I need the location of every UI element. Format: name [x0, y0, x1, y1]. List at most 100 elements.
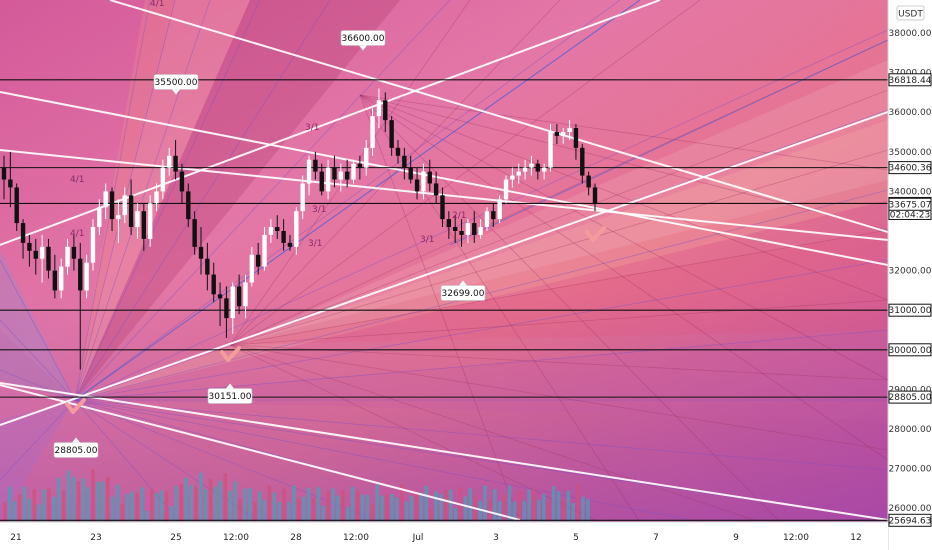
- candle-body[interactable]: [52, 270, 58, 291]
- price-level-tag[interactable]: 31000.00: [888, 303, 932, 317]
- candle-body[interactable]: [452, 227, 458, 231]
- price-level-tag[interactable]: 36818.44: [888, 73, 932, 87]
- candle-body[interactable]: [332, 167, 337, 180]
- candle-body[interactable]: [198, 246, 204, 259]
- candle-body[interactable]: [78, 258, 83, 291]
- candle-body[interactable]: [592, 187, 598, 204]
- candle-body[interactable]: [421, 171, 426, 192]
- price-level-tag[interactable]: 30000.00: [888, 343, 932, 357]
- candle-body[interactable]: [287, 242, 293, 247]
- candle-body[interactable]: [84, 262, 89, 291]
- price-callout[interactable]: 30151.00: [207, 383, 253, 404]
- candle-body[interactable]: [529, 163, 534, 168]
- candle-body[interactable]: [103, 191, 108, 208]
- price-callout[interactable]: 36600.00: [340, 30, 386, 51]
- candle-body[interactable]: [554, 132, 560, 136]
- candle-body[interactable]: [141, 211, 147, 239]
- price-level-tag[interactable]: 33675.07: [888, 197, 932, 211]
- candle-body[interactable]: [325, 167, 331, 192]
- candle-body[interactable]: [510, 175, 515, 180]
- candle-body[interactable]: [14, 187, 19, 224]
- candle-body[interactable]: [109, 191, 115, 220]
- candle-body[interactable]: [535, 163, 541, 172]
- candle-body[interactable]: [364, 147, 369, 168]
- time-axis-panel[interactable]: [0, 522, 888, 550]
- candle-body[interactable]: [58, 266, 64, 291]
- candle-body[interactable]: [465, 223, 471, 235]
- candle-body[interactable]: [39, 246, 45, 259]
- candle-body[interactable]: [65, 246, 70, 267]
- candle-body[interactable]: [376, 100, 382, 117]
- candle-body[interactable]: [319, 171, 324, 192]
- candle-body[interactable]: [97, 207, 102, 228]
- trend-line[interactable]: [0, 384, 521, 521]
- trend-line[interactable]: [0, 111, 888, 426]
- candle-body[interactable]: [27, 242, 32, 251]
- trend-line[interactable]: [0, 149, 888, 241]
- candle-body[interactable]: [224, 298, 229, 319]
- candle-body[interactable]: [580, 147, 585, 176]
- candle-body[interactable]: [128, 195, 134, 228]
- candle-body[interactable]: [414, 179, 420, 192]
- candle-body[interactable]: [243, 282, 248, 307]
- price-level-tag[interactable]: 28805.00: [888, 390, 932, 404]
- candle-body[interactable]: [573, 128, 579, 148]
- candle-body[interactable]: [472, 223, 477, 235]
- candle-body[interactable]: [20, 223, 26, 243]
- candle-body[interactable]: [167, 155, 172, 168]
- candle-body[interactable]: [255, 254, 261, 267]
- candle-body[interactable]: [402, 155, 407, 168]
- candle-body[interactable]: [230, 286, 235, 319]
- candle-body[interactable]: [338, 171, 344, 180]
- price-callout[interactable]: 32699.00: [440, 280, 486, 301]
- candle-body[interactable]: [154, 191, 159, 204]
- candle-body[interactable]: [205, 258, 210, 275]
- candle-body[interactable]: [344, 171, 350, 180]
- candle-body[interactable]: [516, 171, 521, 176]
- candle-body[interactable]: [135, 211, 140, 228]
- price-axis-panel[interactable]: [888, 0, 932, 550]
- candle-body[interactable]: [497, 199, 502, 220]
- trend-line[interactable]: [0, 91, 888, 266]
- candle-body[interactable]: [357, 163, 363, 168]
- candle-body[interactable]: [211, 274, 216, 295]
- candle-body[interactable]: [294, 211, 299, 247]
- candle-body[interactable]: [478, 227, 483, 235]
- candle-body[interactable]: [561, 132, 566, 136]
- price-level-tag[interactable]: 34600.36: [888, 161, 932, 175]
- candle-body[interactable]: [351, 163, 356, 180]
- candle-body[interactable]: [522, 167, 528, 172]
- candle-body[interactable]: [275, 227, 280, 231]
- trend-line[interactable]: [0, 382, 888, 521]
- candle-body[interactable]: [370, 116, 375, 148]
- price-callout[interactable]: 28805.00: [53, 437, 99, 458]
- candle-body[interactable]: [122, 195, 127, 216]
- candle-body[interactable]: [249, 254, 255, 283]
- candle-body[interactable]: [33, 250, 38, 259]
- candle-body[interactable]: [173, 155, 178, 172]
- price-level-tag[interactable]: 25694.63: [888, 513, 932, 527]
- candle-body[interactable]: [8, 179, 13, 188]
- candle-body[interactable]: [268, 227, 274, 235]
- candle-body[interactable]: [567, 128, 572, 132]
- candle-body[interactable]: [46, 246, 51, 271]
- candle-body[interactable]: [586, 175, 591, 188]
- candle-body[interactable]: [306, 159, 312, 184]
- candle-body[interactable]: [90, 227, 96, 263]
- currency-badge[interactable]: USDT: [896, 5, 925, 21]
- price-callout[interactable]: 35500.00: [153, 74, 199, 95]
- candle-body[interactable]: [1, 167, 7, 180]
- candle-body[interactable]: [186, 191, 191, 220]
- candle-body[interactable]: [160, 167, 166, 192]
- candle-body[interactable]: [427, 171, 432, 184]
- candle-body[interactable]: [548, 132, 553, 168]
- candle-body[interactable]: [408, 167, 413, 180]
- trend-line[interactable]: [109, 0, 888, 233]
- candle-body[interactable]: [179, 171, 185, 192]
- candle-body[interactable]: [236, 286, 242, 307]
- candle-body[interactable]: [313, 159, 318, 172]
- candle-body[interactable]: [459, 231, 464, 235]
- candle-body[interactable]: [300, 183, 305, 212]
- candle-body[interactable]: [503, 179, 509, 200]
